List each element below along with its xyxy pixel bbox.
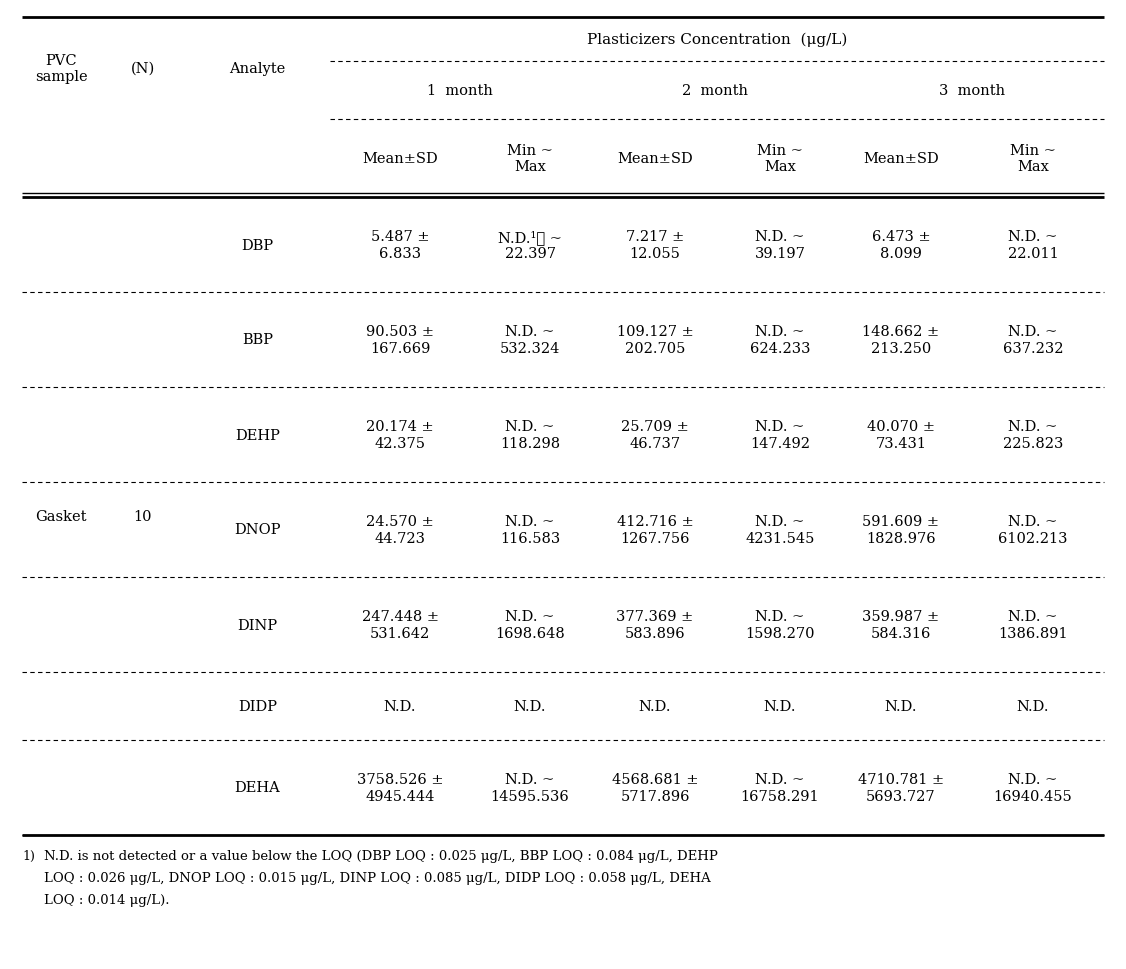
Text: 591.609 ±
1828.976: 591.609 ± 1828.976	[863, 515, 939, 545]
Text: N.D. ~
532.324: N.D. ~ 532.324	[500, 325, 561, 356]
Text: DINP: DINP	[238, 618, 278, 632]
Text: Min ~
Max: Min ~ Max	[757, 143, 803, 173]
Text: N.D. ~
225.823: N.D. ~ 225.823	[1003, 420, 1063, 451]
Text: DEHA: DEHA	[234, 781, 280, 795]
Text: 359.987 ±
584.316: 359.987 ± 584.316	[863, 610, 939, 640]
Text: Mean±SD: Mean±SD	[617, 152, 692, 166]
Text: N.D. ~
1598.270: N.D. ~ 1598.270	[745, 610, 815, 640]
Text: Mean±SD: Mean±SD	[363, 152, 438, 166]
Text: 148.662 ±
213.250: 148.662 ± 213.250	[863, 325, 939, 356]
Text: N.D.: N.D.	[885, 700, 918, 713]
Text: DNOP: DNOP	[234, 523, 280, 537]
Text: Mean±SD: Mean±SD	[864, 152, 939, 166]
Text: N.D.: N.D.	[1017, 700, 1049, 713]
Text: Min ~
Max: Min ~ Max	[507, 143, 553, 173]
Text: 109.127 ±
202.705: 109.127 ± 202.705	[617, 325, 694, 356]
Text: 5.487 ±
6.833: 5.487 ± 6.833	[370, 231, 429, 261]
Text: 10: 10	[133, 510, 152, 523]
Text: 247.448 ±
531.642: 247.448 ± 531.642	[361, 610, 438, 640]
Text: 4710.781 ±
5693.727: 4710.781 ± 5693.727	[858, 772, 944, 802]
Text: N.D. ~
39.197: N.D. ~ 39.197	[754, 231, 805, 261]
Text: DEHP: DEHP	[235, 428, 280, 442]
Text: 377.369 ±
583.896: 377.369 ± 583.896	[616, 610, 694, 640]
Text: 2  month: 2 month	[682, 84, 748, 98]
Text: Analyte: Analyte	[230, 62, 286, 76]
Text: N.D.: N.D.	[384, 700, 417, 713]
Text: N.D. ~
116.583: N.D. ~ 116.583	[500, 515, 560, 545]
Text: 3  month: 3 month	[939, 84, 1006, 98]
Text: N.D. ~
22.011: N.D. ~ 22.011	[1008, 231, 1058, 261]
Text: BBP: BBP	[242, 333, 272, 347]
Text: 1): 1)	[23, 849, 35, 862]
Text: N.D. ~
16940.455: N.D. ~ 16940.455	[993, 772, 1072, 802]
Text: N.D. ~
624.233: N.D. ~ 624.233	[750, 325, 811, 356]
Text: 25.709 ±
46.737: 25.709 ± 46.737	[622, 420, 689, 451]
Text: Gasket: Gasket	[35, 510, 87, 523]
Text: N.D.¹⦾ ~
22.397: N.D.¹⦾ ~ 22.397	[498, 230, 562, 261]
Text: 24.570 ±
44.723: 24.570 ± 44.723	[366, 515, 434, 545]
Text: N.D. ~
637.232: N.D. ~ 637.232	[1003, 325, 1063, 356]
Text: N.D.: N.D.	[513, 700, 546, 713]
Text: 1  month: 1 month	[427, 84, 493, 98]
Text: 412.716 ±
1267.756: 412.716 ± 1267.756	[617, 515, 694, 545]
Text: N.D. ~
1698.648: N.D. ~ 1698.648	[495, 610, 565, 640]
Text: N.D. ~
1386.891: N.D. ~ 1386.891	[998, 610, 1067, 640]
Text: N.D.: N.D.	[763, 700, 796, 713]
Text: 20.174 ±
42.375: 20.174 ± 42.375	[366, 420, 434, 451]
Text: N.D. ~
14595.536: N.D. ~ 14595.536	[491, 772, 570, 802]
Text: 7.217 ±
12.055: 7.217 ± 12.055	[626, 231, 685, 261]
Text: N.D. is not detected or a value below the LOQ (DBP LOQ : 0.025 μg/L, BBP LOQ : 0: N.D. is not detected or a value below th…	[44, 849, 718, 906]
Text: DBP: DBP	[241, 238, 274, 252]
Text: N.D. ~
6102.213: N.D. ~ 6102.213	[999, 515, 1067, 545]
Text: 3758.526 ±
4945.444: 3758.526 ± 4945.444	[357, 772, 444, 802]
Text: 4568.681 ±
5717.896: 4568.681 ± 5717.896	[611, 772, 698, 802]
Text: (N): (N)	[131, 62, 154, 76]
Text: Min ~
Max: Min ~ Max	[1010, 143, 1056, 173]
Text: N.D. ~
118.298: N.D. ~ 118.298	[500, 420, 560, 451]
Text: N.D. ~
147.492: N.D. ~ 147.492	[750, 420, 810, 451]
Text: 6.473 ±
8.099: 6.473 ± 8.099	[872, 231, 930, 261]
Text: N.D. ~
4231.545: N.D. ~ 4231.545	[745, 515, 815, 545]
Text: Plasticizers Concentration  (μg/L): Plasticizers Concentration (μg/L)	[587, 33, 847, 47]
Text: N.D.: N.D.	[638, 700, 671, 713]
Text: 40.070 ±
73.431: 40.070 ± 73.431	[867, 420, 935, 451]
Text: 90.503 ±
167.669: 90.503 ± 167.669	[366, 325, 434, 356]
Text: PVC
sample: PVC sample	[35, 54, 88, 84]
Text: N.D. ~
16758.291: N.D. ~ 16758.291	[741, 772, 820, 802]
Text: DIDP: DIDP	[238, 700, 277, 713]
